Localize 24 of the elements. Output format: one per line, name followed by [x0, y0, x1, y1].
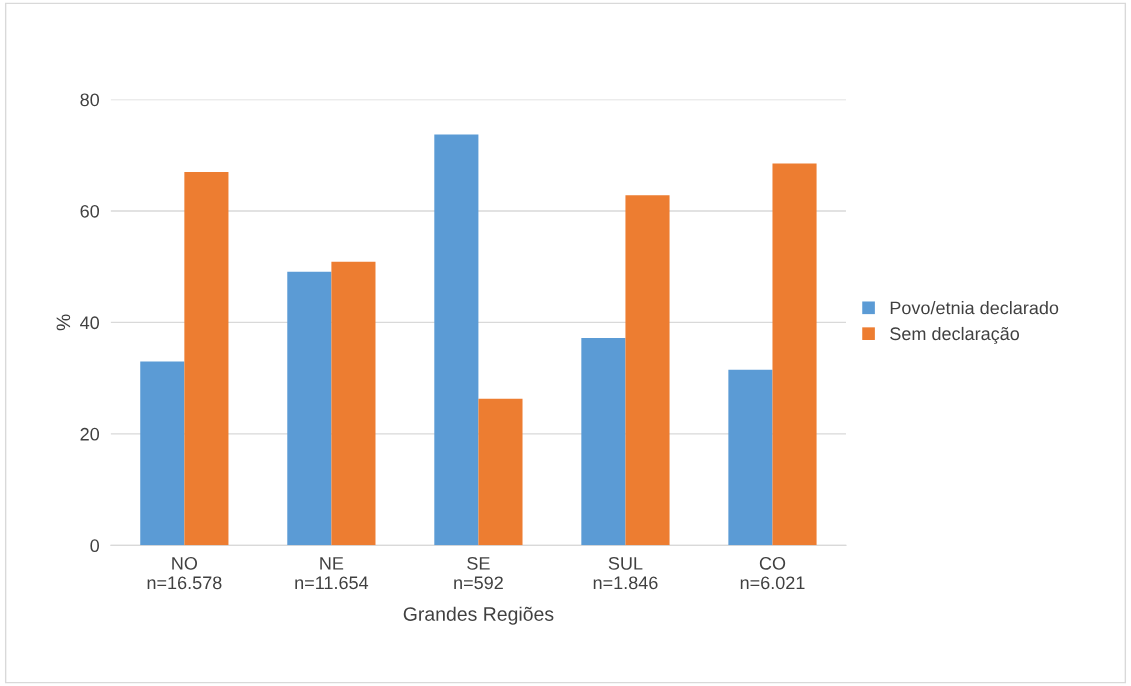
- x-tick-label: NO n=16.578: [147, 556, 222, 590]
- bar: [184, 171, 229, 546]
- y-tick-label: 0: [90, 539, 100, 553]
- x-tick-label: SUL n=1.846: [593, 556, 658, 590]
- x-axis-title: Grandes Regiões: [403, 606, 554, 625]
- bar: [581, 338, 626, 546]
- bar: [772, 163, 817, 546]
- x-tick-label: CO n=6.021: [740, 556, 805, 590]
- bar: [287, 271, 332, 546]
- legend-label: Povo/etnia declarado: [890, 301, 1059, 315]
- y-tick-label: 60: [80, 204, 100, 218]
- bar: [434, 134, 479, 546]
- x-tick-label: SE n=592: [454, 556, 503, 590]
- x-tick-label: NE n=11.654: [295, 557, 369, 590]
- legend-label: Sem declaração: [890, 326, 1020, 344]
- bar: [728, 369, 773, 546]
- bar: [478, 398, 523, 546]
- y-tick-label: 20: [80, 427, 100, 441]
- bar: [140, 361, 185, 546]
- y-tick-label: 40: [80, 316, 100, 330]
- bar: [625, 195, 670, 546]
- bar: [331, 261, 376, 546]
- y-tick-label: 80: [80, 93, 100, 107]
- y-axis-title: %: [56, 314, 71, 331]
